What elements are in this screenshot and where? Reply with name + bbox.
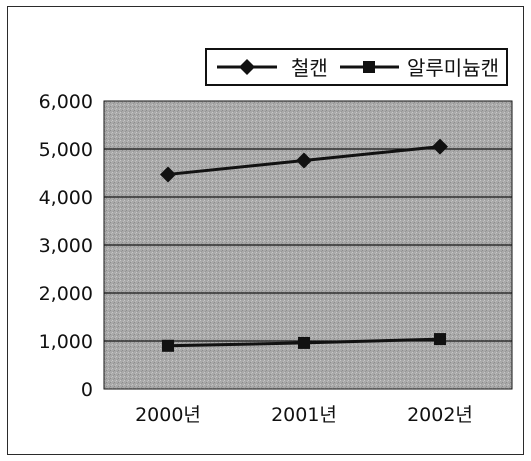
- y-tick-label: 4,000: [39, 187, 93, 209]
- data-point-diamond: [160, 166, 176, 183]
- legend: 철캔 알루미늄캔: [205, 48, 508, 86]
- legend-label-series-1: 철캔: [291, 56, 328, 80]
- data-point-diamond: [296, 152, 312, 169]
- y-tick-label: 6,000: [39, 91, 93, 113]
- y-tick-label: 0: [81, 379, 93, 401]
- legend-label-series-2: 알루미늄캔: [407, 56, 499, 80]
- y-tick-label: 2,000: [39, 283, 93, 305]
- series-layer: [160, 138, 448, 352]
- x-tick-label: 2000년: [135, 404, 201, 426]
- data-point-square: [162, 339, 174, 352]
- y-tick-label: 1,000: [39, 331, 93, 353]
- legend-square-icon: [363, 61, 375, 73]
- data-point-square: [434, 333, 446, 346]
- data-point-square: [298, 336, 310, 349]
- y-axis-tick-labels: 0 1,000 2,000 3,000 4,000 5,000 6,000: [39, 91, 93, 401]
- y-tick-label: 3,000: [39, 235, 93, 257]
- x-tick-label: 2001년: [271, 404, 337, 426]
- x-axis-tick-labels: 2000년 2001년 2002년: [135, 404, 473, 426]
- y-tick-label: 5,000: [39, 139, 93, 161]
- data-point-diamond: [432, 138, 448, 155]
- x-tick-label: 2002년: [407, 404, 473, 426]
- legend-diamond-icon: [239, 59, 255, 75]
